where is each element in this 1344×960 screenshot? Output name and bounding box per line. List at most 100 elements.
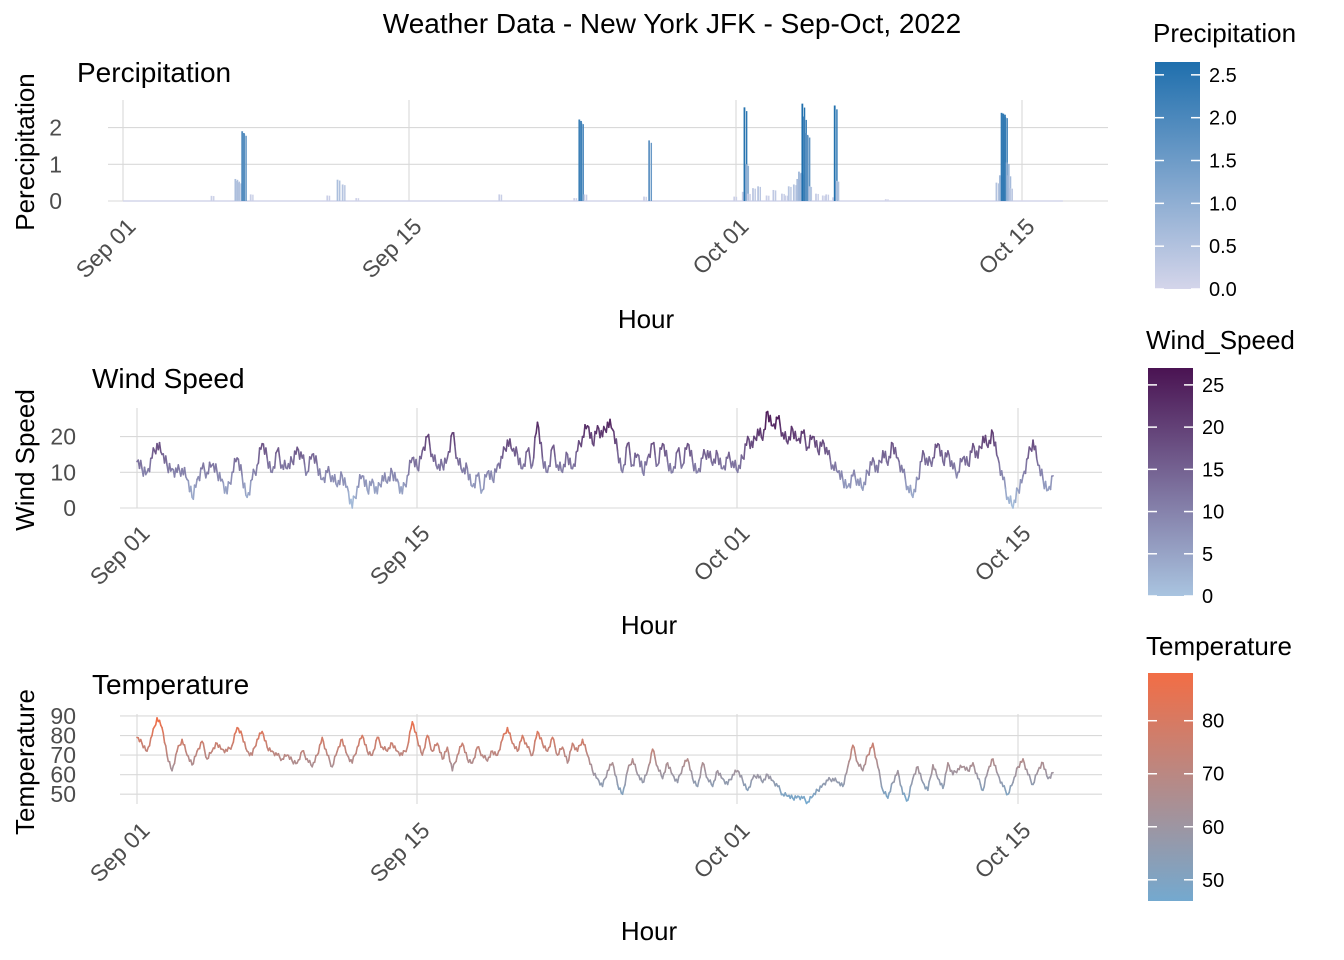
line-segment <box>243 741 247 750</box>
line-segment <box>853 469 857 479</box>
line-segment <box>536 421 540 429</box>
line-segment <box>527 447 531 459</box>
line-segment <box>794 430 798 442</box>
line-segment <box>584 744 588 752</box>
line-segment <box>373 739 377 750</box>
line-segment <box>868 747 872 756</box>
line-segment <box>346 485 350 493</box>
line-segment <box>704 769 708 778</box>
line-segment <box>703 763 706 772</box>
line-segment <box>808 434 812 449</box>
line-segment <box>761 428 765 441</box>
line-segment <box>1044 768 1048 777</box>
line-segment <box>440 751 444 760</box>
line-segment <box>447 752 451 763</box>
line-segment <box>619 457 623 471</box>
line-segment <box>257 447 261 464</box>
line-segment <box>465 462 469 470</box>
line-segment <box>290 456 293 463</box>
line-segment <box>509 732 512 741</box>
y-tick-label: 60 <box>50 762 76 788</box>
line-segment <box>355 746 359 755</box>
line-segment <box>688 761 691 771</box>
line-segment <box>743 443 746 460</box>
line-segment <box>978 778 982 786</box>
line-segment <box>898 775 902 786</box>
line-segment <box>532 436 536 459</box>
line-segment <box>714 449 718 464</box>
line-segment <box>262 733 266 742</box>
figure-title: Weather Data - New York JFK - Sep-Oct, 2… <box>383 8 961 39</box>
line-segment <box>1020 475 1024 484</box>
line-segment <box>327 465 331 475</box>
line-segment <box>840 470 844 481</box>
line-segment <box>474 474 477 489</box>
line-segment <box>646 764 650 772</box>
x-tick-label: Oct 01 <box>688 817 754 883</box>
y-tick-label: 20 <box>50 424 76 450</box>
line-segment <box>977 445 981 459</box>
line-segment <box>232 457 236 473</box>
y-tick-label: 50 <box>50 781 76 807</box>
line-segment <box>416 738 420 747</box>
line-segment <box>1040 468 1044 481</box>
line-segment <box>629 453 633 468</box>
line-segment <box>376 482 380 495</box>
line-segment <box>451 763 455 772</box>
line-segment <box>192 756 196 765</box>
line-segment <box>1004 487 1008 501</box>
line-segment <box>501 733 505 741</box>
line-segment <box>158 441 162 453</box>
line-segment <box>341 738 345 747</box>
line-segment <box>355 485 359 500</box>
line-segment <box>734 459 738 471</box>
x-tick-label: Sep 15 <box>357 213 427 283</box>
line-segment <box>207 751 211 760</box>
legend-colorbar <box>1155 62 1200 289</box>
line-segment <box>784 431 788 442</box>
line-segment <box>168 760 172 769</box>
line-segment <box>968 764 972 772</box>
line-segment <box>612 766 616 776</box>
line-segment <box>624 774 628 786</box>
line-segment <box>649 443 653 459</box>
line-segment <box>659 769 663 777</box>
line-segment <box>427 736 431 745</box>
chart-panels: 0 1 2 Sep 01 Sep 15 Oct 01 Oct 15 Percipitation… <box>10 57 1108 946</box>
line-segment <box>552 444 556 458</box>
line-segment <box>1044 480 1048 492</box>
series-line <box>123 103 1063 202</box>
line-segment <box>198 467 202 482</box>
legend-1: Precipitation 0.0 0.5 1.0 1.5 2.0 2.5 <box>1153 18 1296 301</box>
line-segment <box>151 727 155 737</box>
line-segment <box>554 455 558 468</box>
line-segment <box>582 423 586 438</box>
line-segment <box>562 749 566 758</box>
line-segment <box>778 415 782 427</box>
line-segment <box>868 461 872 476</box>
line-segment <box>875 758 879 768</box>
line-segment <box>232 733 236 743</box>
line-segment <box>624 446 628 466</box>
line-segment <box>887 792 890 799</box>
line-segment <box>183 744 187 752</box>
line-segment <box>626 764 630 772</box>
line-segment <box>278 457 282 469</box>
line-segment <box>953 462 957 472</box>
line-segment <box>1008 785 1012 794</box>
line-segment <box>499 455 502 469</box>
line-segment <box>343 745 347 754</box>
line-segment <box>843 774 847 785</box>
line-segment <box>537 732 541 740</box>
line-segment <box>815 440 819 452</box>
line-segment <box>609 418 613 429</box>
line-segment <box>884 450 888 463</box>
x-tick-label: Oct 01 <box>688 520 754 586</box>
line-segment <box>552 738 556 748</box>
x-tick-label: Oct 01 <box>687 213 753 279</box>
line-segment <box>260 442 263 450</box>
line-segment <box>531 456 535 466</box>
line-segment <box>351 755 355 764</box>
line-segment <box>367 480 371 495</box>
